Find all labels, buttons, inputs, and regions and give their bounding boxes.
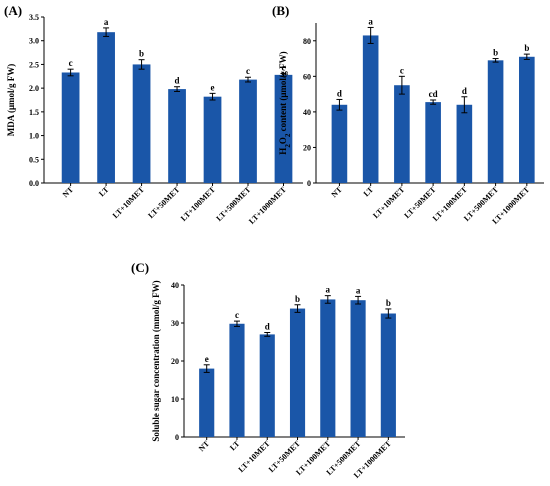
significance-letter: a [326,285,331,295]
significance-letter: b [386,298,391,308]
significance-letter: e [211,82,215,92]
significance-letter: c [69,58,73,68]
bar-lt-plus-1000met [380,313,396,437]
x-tick-label: LT [97,185,111,199]
x-tick-label: LT [228,439,242,453]
y-tick-label: 40 [303,108,311,117]
significance-letter: d [462,86,467,96]
significance-letter: e [205,354,209,364]
y-tick-label: 3.0 [29,37,39,46]
significance-letter: c [281,62,285,72]
bar-lt-plus-50met [289,308,306,437]
x-tick-label: LT+50MET [146,185,182,221]
y-tick-label: 0 [175,433,179,442]
y-tick-label: 3.5 [29,13,39,22]
y-tick-label: 40 [171,281,179,290]
bar-lt-plus-10met [259,334,275,437]
significance-letter: b [493,48,498,58]
y-tick-label: 10 [171,395,179,404]
x-tick-label: LT+10MET [111,185,147,221]
significance-letter: c [400,65,404,75]
y-tick-label: 60 [303,72,311,81]
chart-panel-3: (C)Soluble sugar concentration (mmol/g F… [131,260,405,480]
bar-lt-plus-500met [350,300,366,437]
bar-lt-plus-10met [132,64,151,183]
bar-lt-plus-500met [239,79,257,183]
panel-label: (A) [4,3,22,18]
bar-lt-plus-50met [425,102,441,183]
significance-letter: cd [429,89,438,99]
x-tick-label: NT [197,439,212,454]
significance-letter: d [337,88,342,98]
bar-lt [362,35,379,183]
y-tick-label: 0 [307,179,311,188]
y-tick-label: 0.5 [29,155,39,164]
y-tick-label: 2.0 [29,84,39,93]
significance-letter: c [246,66,250,76]
y-tick-label: 20 [171,357,179,366]
bar-nt [61,72,80,183]
significance-letter: a [368,16,373,26]
x-tick-label: LT+500MET [214,185,252,223]
x-tick-label: NT [61,185,76,200]
chart-panel-1: (A) MDA (μmol/g FW) 0.0 0.5 1.0 1.5 2.0 2.5 3.0 3… [4,3,303,226]
y-axis-title: H2O2 content (μmol/g FW) [278,51,292,154]
panel-label: (B) [272,3,289,18]
bar-lt [97,32,115,184]
y-axis-title: Soluble sugar concentration (mmol/g FW) [151,280,161,441]
y-tick-label: 1.0 [29,132,39,141]
significance-letter: d [175,76,180,86]
significance-letter: b [524,43,529,53]
panel-label: (C) [131,260,149,275]
y-axis-title: MDA (μmol/g FW) [6,64,16,137]
x-tick-label: LT+1000MET [247,185,288,226]
significance-letter: c [235,310,239,320]
significance-letter: b [295,294,300,304]
y-tick-label: 80 [303,37,311,46]
x-tick-label: NT [330,185,345,200]
y-tick-label: 0.0 [29,179,39,188]
bar-lt [229,323,245,437]
x-tick-label: LT+10MET [371,185,407,221]
bar-lt-plus-100met [456,104,473,183]
significance-letter: b [139,49,144,59]
y-tick-label: 30 [171,319,179,328]
x-tick-label: LT [362,185,376,199]
y-tick-label: 20 [303,143,311,152]
y-tick-label: 1.5 [29,108,39,117]
bar-lt-plus-100met [203,96,222,183]
bar-lt-plus-1000met [274,74,293,183]
bar-lt-plus-10met [394,85,410,183]
significance-letter: a [104,17,109,27]
significance-letter: d [265,322,270,332]
significance-letter: a [356,285,361,295]
bar-nt [331,104,348,183]
y-tick-label: 2.5 [29,60,39,69]
bar-lt-plus-50met [168,89,186,183]
bar-nt [199,368,215,437]
bar-lt-plus-1000met [519,56,535,183]
bar-lt-plus-500met [487,60,504,184]
chart-panel-2: (B) H2O2 content (μmol/g FW) 0 20 40 60 80 d NT a… [272,3,544,226]
x-tick-label: LT+100MET [179,185,217,223]
bar-lt-plus-100met [320,299,336,437]
